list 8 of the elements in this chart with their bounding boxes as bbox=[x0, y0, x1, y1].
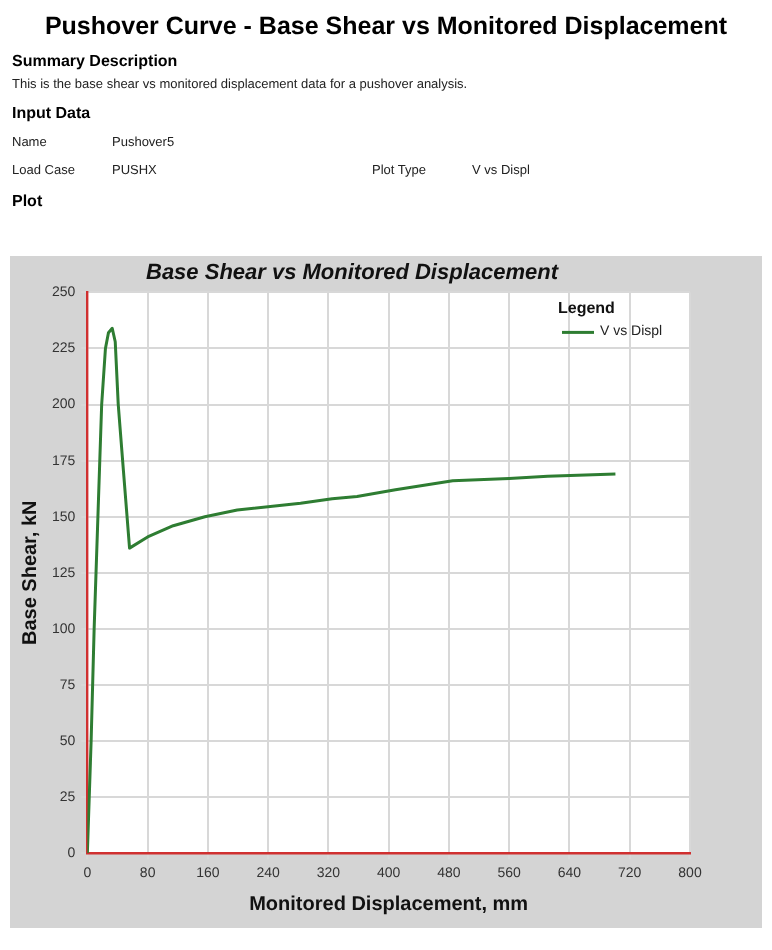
chart-subtitle: Base Shear vs Monitored Displacement bbox=[145, 261, 561, 286]
text: Input Data bbox=[12, 104, 93, 122]
chart-title: Pushover Curve - Base Shear vs Monitored Displacement bbox=[42, 12, 730, 40]
legend-title: Legend bbox=[558, 298, 616, 317]
x-axis-title: Monitored Displacement, mm bbox=[249, 893, 529, 916]
text: Summary Description bbox=[12, 52, 180, 70]
y-axis-title: Base Shear, kN bbox=[19, 500, 42, 646]
text: Plot bbox=[12, 192, 45, 210]
